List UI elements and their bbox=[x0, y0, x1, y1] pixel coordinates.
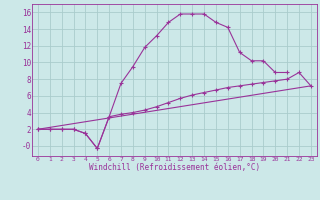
X-axis label: Windchill (Refroidissement éolien,°C): Windchill (Refroidissement éolien,°C) bbox=[89, 163, 260, 172]
